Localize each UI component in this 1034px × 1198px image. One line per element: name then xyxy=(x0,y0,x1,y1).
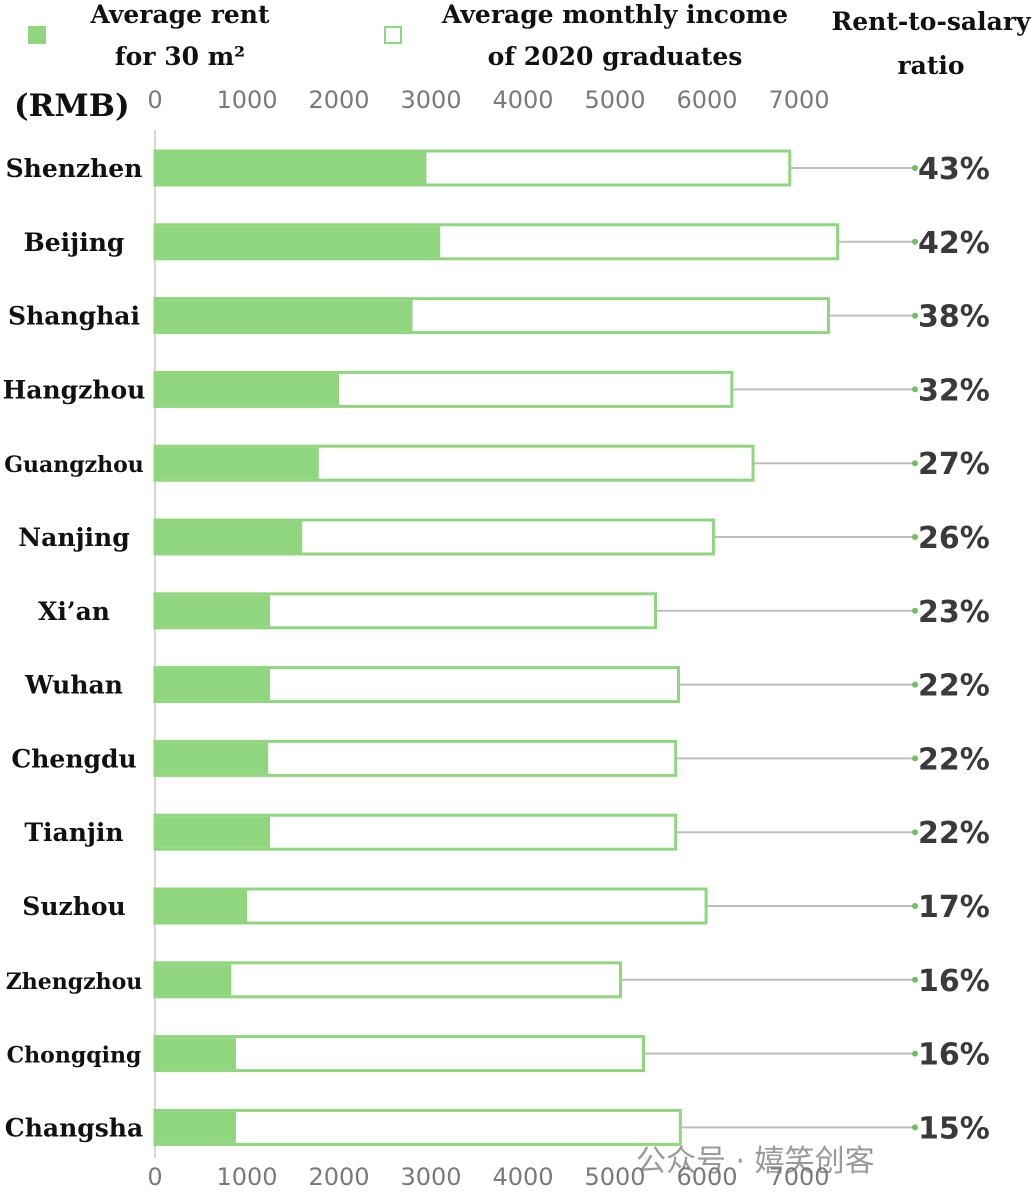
ratio-label: 27% xyxy=(918,447,990,482)
x-tick-label-bottom: 0 xyxy=(147,1163,162,1191)
category-label: Guangzhou xyxy=(4,452,144,478)
ratio-label: 38% xyxy=(918,300,990,335)
rent-bar xyxy=(156,152,427,184)
rent-bar xyxy=(156,300,413,332)
ratio-connector-dot xyxy=(912,976,918,983)
category-label: Shenzhen xyxy=(6,154,143,183)
x-tick-label-bottom: 2000 xyxy=(308,1163,369,1191)
ratio-connector-dot xyxy=(912,681,918,688)
ratio-label: 16% xyxy=(918,1038,990,1073)
rent-bar xyxy=(156,669,270,701)
category-label: Beijing xyxy=(24,228,125,257)
legend-rent-swatch xyxy=(28,26,46,44)
category-label: Shanghai xyxy=(8,302,140,331)
x-tick-label-top: 1000 xyxy=(216,86,277,114)
ratio-connector-dot xyxy=(912,1050,918,1057)
rent-bar xyxy=(156,373,339,405)
ratio-connector-dot xyxy=(912,312,918,319)
ratio-connector-dot xyxy=(912,460,918,467)
income-bar xyxy=(153,1108,682,1146)
x-tick-label-top: 0 xyxy=(147,86,162,114)
legend-ratio-label: Rent-to-salary ratio xyxy=(831,7,1031,80)
rent-bar xyxy=(156,964,232,996)
category-label: Zhengzhou xyxy=(6,969,143,995)
rent-bar xyxy=(156,226,441,258)
category-label: Chengdu xyxy=(11,744,136,773)
ratio-connector-dot xyxy=(912,534,918,540)
ratio-label: 15% xyxy=(918,1111,990,1146)
income-bar xyxy=(153,961,623,999)
x-tick-label-top: 3000 xyxy=(400,86,461,114)
category-label: Wuhan xyxy=(24,671,123,700)
ratio-connector-dot xyxy=(912,903,918,909)
rent-bar xyxy=(156,447,319,479)
x-tick-label-bottom: 1000 xyxy=(216,1163,277,1191)
x-tick-label-bottom: 3000 xyxy=(400,1163,461,1191)
rent-bar xyxy=(156,521,303,553)
ratio-connector-dot xyxy=(912,165,918,171)
ratio-connector-dot xyxy=(912,386,918,393)
ratio-connector-dot xyxy=(912,607,918,614)
x-tick-label-bottom: 5000 xyxy=(584,1163,645,1191)
legend-rent-label: Average rent for 30 m² xyxy=(90,0,270,71)
x-tick-label-bottom: 4000 xyxy=(492,1163,553,1191)
x-tick-label-top: 6000 xyxy=(676,86,737,114)
rent-bar xyxy=(156,595,270,627)
axis-unit-label: (RMB) xyxy=(14,88,130,124)
ratio-label: 22% xyxy=(918,669,990,704)
ratio-label: 22% xyxy=(918,816,990,851)
category-label: Xi’an xyxy=(38,597,110,626)
category-label: Suzhou xyxy=(22,892,125,921)
rent-bar xyxy=(156,1111,236,1143)
ratio-label: 17% xyxy=(918,890,990,925)
x-tick-label-top: 2000 xyxy=(308,86,369,114)
x-tick-label-top: 5000 xyxy=(584,86,645,114)
ratio-label: 43% xyxy=(918,152,990,187)
category-label: Tianjin xyxy=(24,818,123,847)
ratio-connector-dot xyxy=(912,238,918,245)
watermark-text: 公众号 · 嬉笑创客 xyxy=(636,1144,875,1179)
ratio-label: 26% xyxy=(918,521,990,556)
legend-income-label: Average monthly income of 2020 graduates xyxy=(442,0,788,71)
ratio-label: 23% xyxy=(918,595,990,630)
ratio-label: 22% xyxy=(918,742,990,777)
ratio-connector-dot xyxy=(912,755,918,762)
rent-bar xyxy=(156,742,269,774)
rent-bar xyxy=(156,816,270,848)
income-bar xyxy=(153,1035,646,1073)
x-tick-label-bottom: 7000 xyxy=(768,1163,829,1191)
ratio-connector-dot xyxy=(912,1124,918,1131)
ratio-label: 32% xyxy=(918,373,990,408)
category-label: Changsha xyxy=(5,1113,143,1142)
category-label: Chongqing xyxy=(7,1043,142,1069)
category-label: Hangzhou xyxy=(3,375,146,404)
ratio-label: 16% xyxy=(918,964,990,999)
x-tick-label-top: 4000 xyxy=(492,86,553,114)
x-tick-label-top: 7000 xyxy=(768,86,829,114)
legend-income-swatch xyxy=(384,26,402,44)
x-tick-label-bottom: 6000 xyxy=(676,1163,737,1191)
rent-bar xyxy=(156,1038,236,1070)
ratio-connector-dot xyxy=(912,829,918,836)
category-label: Nanjing xyxy=(18,523,129,552)
ratio-label: 42% xyxy=(918,226,990,261)
rent-bar xyxy=(156,890,247,922)
